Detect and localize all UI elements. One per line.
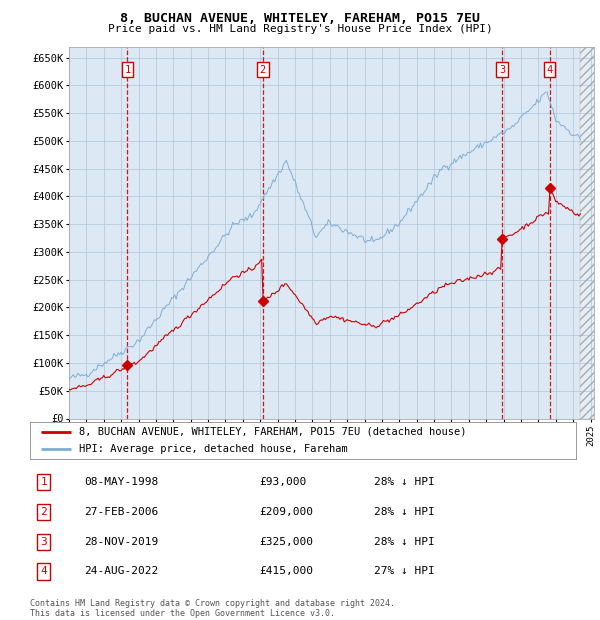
Text: 3: 3 <box>40 537 47 547</box>
Text: 27% ↓ HPI: 27% ↓ HPI <box>374 567 435 577</box>
Text: 28% ↓ HPI: 28% ↓ HPI <box>374 477 435 487</box>
Text: Contains HM Land Registry data © Crown copyright and database right 2024.
This d: Contains HM Land Registry data © Crown c… <box>30 599 395 618</box>
Bar <box>580 46 599 419</box>
Text: 28-NOV-2019: 28-NOV-2019 <box>85 537 159 547</box>
Text: 27-FEB-2006: 27-FEB-2006 <box>85 507 159 517</box>
Text: 24-AUG-2022: 24-AUG-2022 <box>85 567 159 577</box>
Text: 1: 1 <box>40 477 47 487</box>
Text: 08-MAY-1998: 08-MAY-1998 <box>85 477 159 487</box>
Text: Price paid vs. HM Land Registry's House Price Index (HPI): Price paid vs. HM Land Registry's House … <box>107 24 493 33</box>
Text: £415,000: £415,000 <box>259 567 313 577</box>
Text: 4: 4 <box>40 567 47 577</box>
Text: 28% ↓ HPI: 28% ↓ HPI <box>374 507 435 517</box>
Text: 8, BUCHAN AVENUE, WHITELEY, FAREHAM, PO15 7EU: 8, BUCHAN AVENUE, WHITELEY, FAREHAM, PO1… <box>120 12 480 25</box>
Text: 28% ↓ HPI: 28% ↓ HPI <box>374 537 435 547</box>
Text: HPI: Average price, detached house, Fareham: HPI: Average price, detached house, Fare… <box>79 444 348 454</box>
Text: £209,000: £209,000 <box>259 507 313 517</box>
Text: £93,000: £93,000 <box>259 477 307 487</box>
Text: 2: 2 <box>40 507 47 517</box>
Text: 4: 4 <box>547 65 553 75</box>
Text: £325,000: £325,000 <box>259 537 313 547</box>
Text: 8, BUCHAN AVENUE, WHITELEY, FAREHAM, PO15 7EU (detached house): 8, BUCHAN AVENUE, WHITELEY, FAREHAM, PO1… <box>79 427 467 436</box>
Text: 3: 3 <box>499 65 505 75</box>
Text: 1: 1 <box>124 65 131 75</box>
Text: 2: 2 <box>260 65 266 75</box>
